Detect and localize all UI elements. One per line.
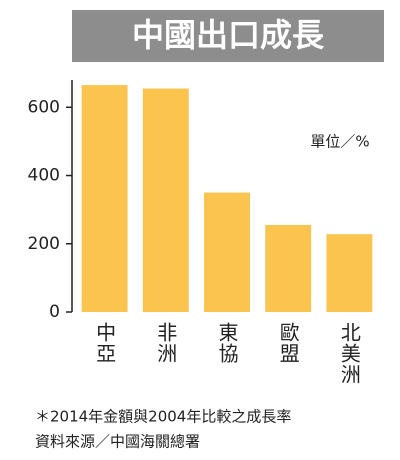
x-tick-label: 中亞 [93,322,117,364]
bar [81,85,128,312]
y-tick-label: 600 [28,97,60,117]
note: 資料來源／中國海關總署 [35,433,200,451]
note: ＊2014年金額與2004年比較之成長率 [35,408,291,426]
y-tick-label: 400 [28,166,60,186]
chart-title: 中國出口成長 [132,16,325,54]
x-tick-label: 東協 [215,322,239,364]
bar [142,88,189,312]
title-banner [72,10,384,62]
y-tick-label: 0 [49,302,60,322]
x-tick-label: 非洲 [154,322,178,364]
bar [265,225,312,312]
bar [204,192,250,312]
bar [326,234,373,312]
unit-label: 單位／% [310,133,369,151]
x-tick-label: 歐盟 [276,322,300,364]
y-tick-label: 200 [28,234,60,254]
x-tick-label: 北美洲 [337,322,361,385]
